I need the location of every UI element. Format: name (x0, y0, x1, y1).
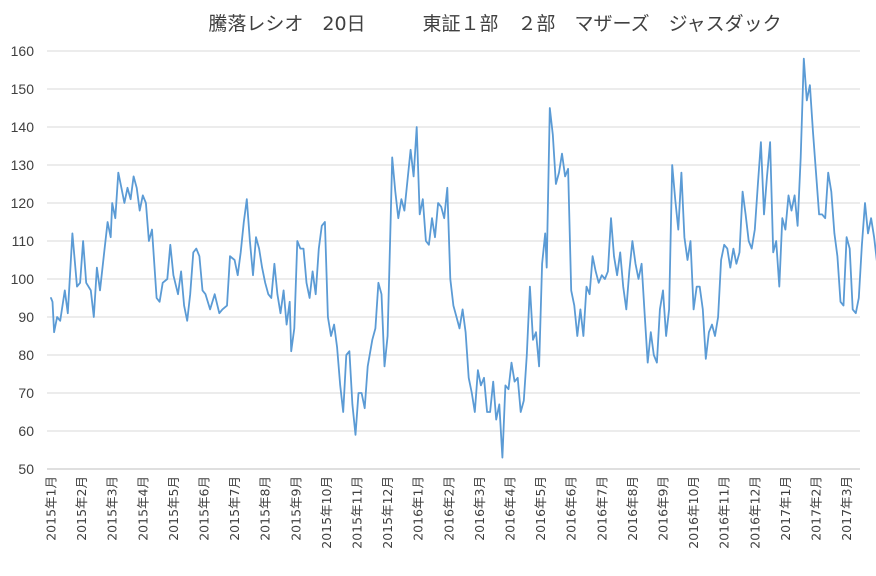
x-tick-label: 2015年6月 (197, 476, 212, 541)
x-tick-label: 2015年10月 (319, 476, 334, 549)
x-tick-label: 2017年3月 (839, 476, 854, 541)
series-layer (50, 57, 876, 459)
y-tick-label: 150 (11, 81, 35, 97)
x-tick-label: 2016年1月 (411, 476, 426, 541)
x-tick-label: 2017年2月 (809, 476, 824, 541)
x-tick-label: 2016年5月 (533, 476, 548, 541)
y-tick-label: 100 (11, 271, 35, 287)
x-tick-label: 2015年7月 (227, 476, 242, 541)
x-tick-label: 2016年6月 (564, 476, 579, 541)
y-tick-label: 110 (12, 233, 35, 249)
x-tick-label: 2016年8月 (625, 476, 640, 541)
x-tick-label: 2017年1月 (778, 476, 793, 541)
x-tick-label: 2016年4月 (503, 476, 518, 541)
x-tick-label: 2015年11月 (350, 476, 365, 549)
y-tick-label: 120 (11, 195, 35, 211)
y-tick-label: 160 (11, 43, 35, 59)
y-tick-label: 60 (18, 423, 34, 439)
x-tick-label: 2016年3月 (472, 476, 487, 541)
x-tick-label: 2016年11月 (717, 476, 732, 549)
x-tick-label: 2016年12月 (747, 476, 762, 549)
x-tick-label: 2015年1月 (44, 476, 59, 541)
x-axis-tick-labels: 2015年1月 2015年2月 2015年3月 2015年4月 2015年5月 2015年… (44, 476, 855, 549)
y-tick-label: 70 (18, 385, 34, 401)
y-tick-label: 130 (11, 157, 35, 173)
x-tick-label: 2015年9月 (288, 476, 303, 541)
x-tick-label: 2015年12月 (380, 476, 395, 549)
series-line-0 (50, 57, 876, 459)
chart-title: 騰落レシオ 20日 東証１部 ２部 マザーズ ジャスダック (208, 13, 781, 35)
y-axis-tick-labels: 50 60 70 80 90 100 110 120 130 140 150 160 (11, 43, 35, 477)
x-tick-label: 2015年3月 (105, 476, 120, 541)
x-tick-label: 2016年9月 (656, 476, 671, 541)
y-tick-label: 80 (18, 347, 34, 363)
y-tick-label: 50 (18, 461, 34, 477)
x-tick-label: 2015年2月 (74, 476, 89, 541)
x-tick-label: 2015年8月 (258, 476, 273, 541)
x-tick-label: 2016年10月 (686, 476, 701, 549)
x-tick-label: 2016年2月 (441, 476, 456, 541)
y-tick-label: 140 (11, 119, 35, 135)
y-tick-label: 90 (18, 309, 34, 325)
x-tick-label: 2016年7月 (594, 476, 609, 541)
x-tick-label: 2015年4月 (135, 476, 150, 541)
x-tick-label: 2015年5月 (166, 476, 181, 541)
